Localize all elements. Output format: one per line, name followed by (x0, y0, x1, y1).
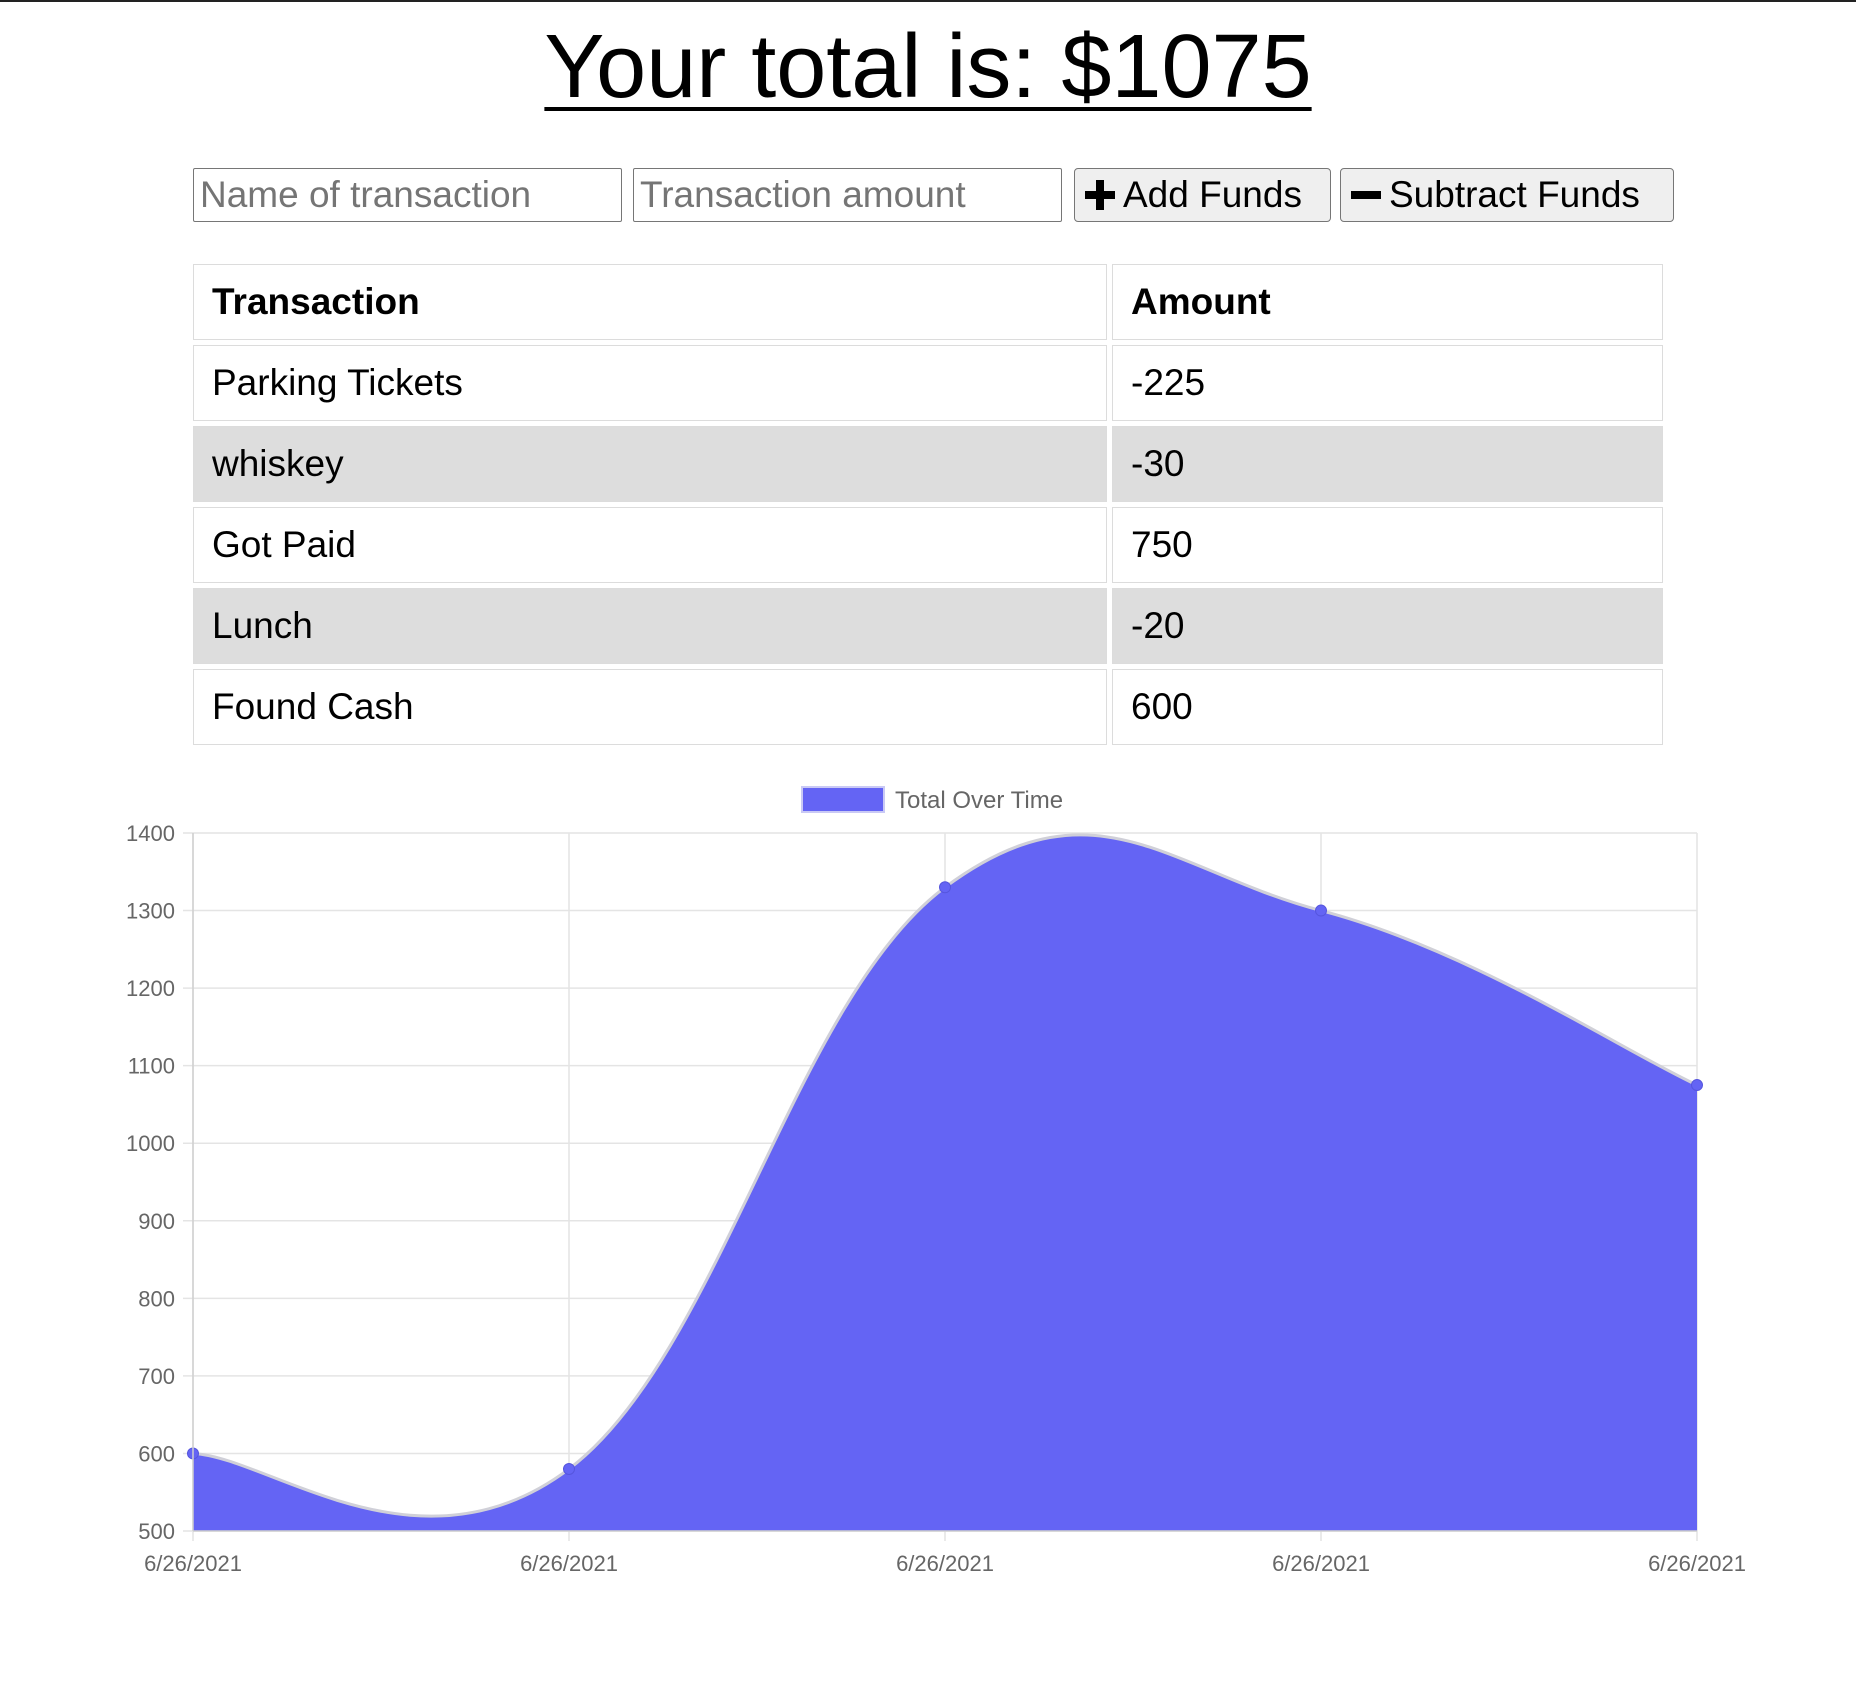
y-tick-label: 900 (138, 1209, 175, 1234)
add-funds-button[interactable]: Add Funds (1074, 168, 1331, 222)
y-tick-label: 500 (138, 1519, 175, 1544)
table-row: whiskey -30 (193, 426, 1663, 502)
table-row: Got Paid 750 (193, 507, 1663, 583)
transaction-name-cell: Parking Tickets (193, 345, 1107, 421)
data-point (563, 1462, 575, 1475)
x-tick-label: 6/26/2021 (1648, 1551, 1746, 1576)
x-tick-label: 6/26/2021 (144, 1551, 242, 1576)
chart-canvas: 500 600 700 800 900 1000 1100 1200 1300 1400 6/26/… (126, 786, 1746, 1576)
amount-column-header: Amount (1112, 264, 1663, 340)
transaction-name-input[interactable] (193, 168, 622, 222)
top-border (0, 0, 1856, 2)
transaction-amount-input[interactable] (633, 168, 1062, 222)
series-area (193, 834, 1697, 1531)
x-tick-label: 6/26/2021 (896, 1551, 994, 1576)
table-row: Lunch -20 (193, 588, 1663, 664)
transaction-column-header: Transaction (193, 264, 1107, 340)
y-tick-label: 1000 (126, 1131, 175, 1156)
y-tick-label: 1100 (128, 1054, 175, 1079)
transaction-amount-cell: -20 (1112, 588, 1663, 664)
x-tick-label: 6/26/2021 (520, 1551, 618, 1576)
subtract-funds-label: Subtract Funds (1389, 174, 1640, 215)
transaction-name-cell: Got Paid (193, 507, 1107, 583)
transaction-name-cell: Lunch (193, 588, 1107, 664)
y-tick-label: 800 (138, 1286, 175, 1311)
legend-label: Total Over Time (895, 787, 1063, 814)
data-point (1691, 1079, 1703, 1092)
data-point (1315, 904, 1327, 917)
data-point (939, 881, 951, 894)
total-over-time-chart: 500 600 700 800 900 1000 1100 1200 1300 1400 6/26/… (0, 775, 1856, 1595)
table-row: Found Cash 600 (193, 669, 1663, 745)
subtract-funds-button[interactable]: Subtract Funds (1340, 168, 1674, 222)
page-title: Your total is: $1075 (544, 17, 1312, 117)
transactions-table: Transaction Amount Parking Tickets -225 … (188, 259, 1668, 750)
legend-swatch (801, 786, 885, 813)
transaction-name-cell: whiskey (193, 426, 1107, 502)
y-tick-label: 1200 (126, 976, 175, 1001)
transaction-amount-cell: -30 (1112, 426, 1663, 502)
table-header-row: Transaction Amount (193, 264, 1663, 340)
y-tick-label: 1300 (126, 899, 175, 924)
plus-icon (1085, 180, 1115, 210)
transaction-amount-cell: 600 (1112, 669, 1663, 745)
y-tick-label: 600 (138, 1441, 175, 1466)
x-tick-label: 6/26/2021 (1272, 1551, 1370, 1576)
transaction-amount-cell: 750 (1112, 507, 1663, 583)
y-tick-label: 1400 (126, 821, 175, 846)
add-funds-label: Add Funds (1123, 174, 1302, 215)
transaction-name-cell: Found Cash (193, 669, 1107, 745)
series-line (192, 833, 1698, 1518)
y-tick-label: 700 (138, 1364, 175, 1389)
table-row: Parking Tickets -225 (193, 345, 1663, 421)
transaction-amount-cell: -225 (1112, 345, 1663, 421)
minus-icon (1351, 180, 1381, 210)
